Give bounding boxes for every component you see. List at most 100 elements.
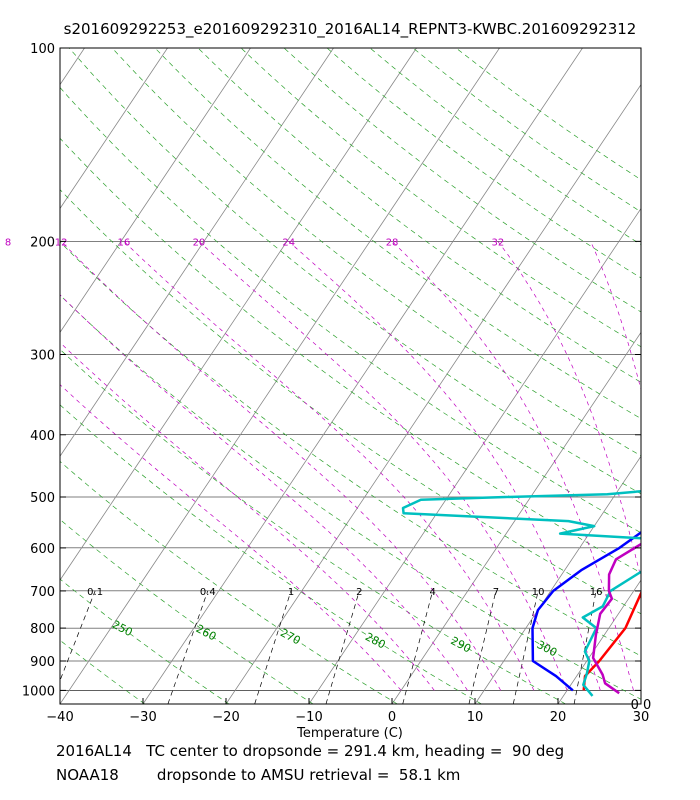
profile-line-2 [531,530,641,692]
moist-adiabat [60,341,435,691]
moist-adiabat-label: 8 [5,237,11,248]
y-tick-label: 400 [30,429,55,444]
mixing-ratio-line [402,590,434,704]
isotherm [60,48,417,581]
dry-adiabat [60,578,230,704]
moist-adiabat [590,241,641,392]
y-tick-label: 700 [30,585,55,600]
mixing-ratio-line [512,590,539,704]
x-tick-label: 20 [550,710,567,725]
dry-adiabat-label: 270 [278,626,303,647]
mixing-ratio-label: 16 [590,587,603,598]
mixing-ratio-label: 1 [288,587,294,598]
x-tick-label: 30 [633,710,650,725]
mixing-ratio-label: 0.1 [87,587,103,598]
dry-adiabat [60,519,314,704]
dry-adiabat-label: 280 [363,630,388,651]
caption-line-2: NOAA18 dropsonde to AMSU retrieval = 58.… [56,766,461,784]
y-tick-label: 900 [30,655,55,670]
moist-adiabat [391,241,634,691]
x-tick-label: −20 [212,710,239,725]
dry-adiabat [68,48,641,495]
isotherm [142,48,583,704]
moist-adiabat-label: 12 [55,237,68,248]
x-tick-label: −10 [295,710,322,725]
dry-adiabat [154,48,641,419]
mixing-ratio-line [254,590,292,704]
dry-adiabat [60,639,146,704]
isotherm [474,455,641,704]
corner-label: 0 0 [631,698,652,713]
y-tick-label: 100 [30,42,55,57]
moist-adiabat [288,241,601,691]
moist-adiabat-label: 32 [492,237,505,248]
profile-line-1 [582,590,641,691]
dry-adiabat [60,703,61,704]
y-tick-label: 200 [30,235,55,250]
axes: −40 −30 −20 −10 0 10 20 30 100 200 300 400 500 600 700… [22,42,649,725]
isotherm [60,48,168,210]
x-tick-label: 10 [467,710,484,725]
isotherm [0,48,2,704]
mixing-ratio-line [167,590,209,704]
dry-adiabat [111,48,641,457]
mixing-ratio-line [468,590,497,704]
moist-adiabat-label: 20 [193,237,206,248]
chart-title: s201609292253_e201609292310_2016AL14_REP… [63,20,637,38]
x-tick-label: −40 [46,710,73,725]
moist-adiabat [60,241,502,691]
isotherm [60,48,85,86]
y-tick-label: 300 [30,348,55,363]
dry-adiabat-label: 260 [194,622,219,643]
mixing-ratio-line [60,590,96,682]
mixing-ratio-label: 2 [356,587,362,598]
moist-adiabat [666,241,700,690]
dry-adiabat [60,294,641,700]
mixing-ratio-label: 0.4 [200,587,216,598]
y-tick-label: 1000 [22,684,55,699]
background-lines [0,48,700,704]
moist-adiabat-label: 24 [282,237,295,248]
dry-adiabat [197,48,641,383]
dry-adiabat-label: 250 [110,618,135,639]
isotherm [557,579,641,704]
dry-adiabat [60,460,398,704]
isotherm [391,331,641,704]
plot-frame [59,47,642,705]
mixing-ratio-line [573,590,597,704]
dry-adiabat [60,241,641,657]
profile-series [401,490,641,697]
dry-adiabat [240,48,641,348]
isotherm [60,48,334,457]
x-tick-label: 0 [388,710,396,725]
profile-line-3 [401,490,641,697]
dry-adiabat [60,348,566,704]
y-tick-label: 800 [30,622,55,637]
moist-adiabat-label: 16 [118,237,131,248]
dry-adiabat-label: 290 [448,634,473,655]
isotherm [60,48,251,334]
isotherm [225,83,641,704]
dry-adiabat [60,189,641,615]
moist-adiabat [60,294,468,691]
mixing-ratio-label: 7 [493,587,499,598]
y-tick-label: 500 [30,491,55,506]
mixing-ratio-label: 10 [532,587,545,598]
isotherm [640,703,641,704]
caption-line-1: 2016AL14 TC center to dropsonde = 291.4 … [56,742,565,760]
dry-adiabat-label: 300 [535,638,560,659]
x-tick-label: −30 [129,710,156,725]
mixing-ratio-line [325,590,360,704]
mixing-ratio-label: 4 [430,587,436,598]
dry-adiabat [412,48,641,213]
dry-adiabat [60,404,482,704]
dry-adiabat [326,48,641,279]
isotherm [308,207,641,704]
x-axis-label: Temperature (C) [296,726,403,741]
moist-adiabat-label: 28 [386,237,399,248]
isotherm [60,48,500,704]
moist-adiabat [198,241,568,691]
profile-line-4 [591,542,641,695]
